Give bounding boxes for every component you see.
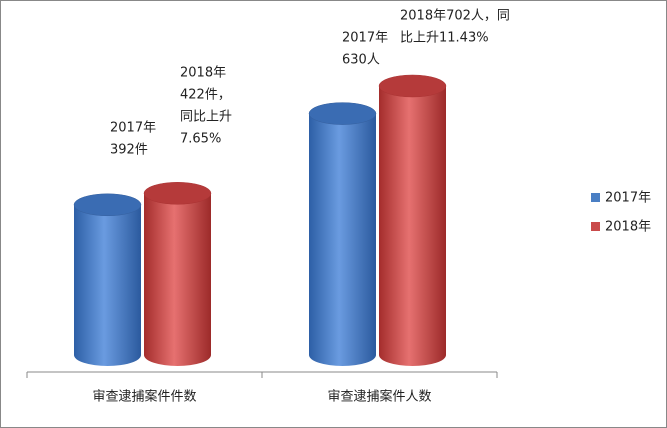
x-tick-label: 审查逮捕案件人数 (327, 389, 431, 405)
data-label: 2017年 (342, 31, 388, 46)
data-label: 422件， (180, 88, 231, 103)
data-label: 2018年702人，同 (400, 9, 510, 24)
cylinder-top (308, 102, 377, 125)
x-tick-label: 审查逮捕案件件数 (92, 389, 196, 405)
legend-swatch (591, 193, 600, 202)
cylinder-top (73, 193, 142, 217)
cylinder-body (309, 113, 376, 366)
cylinder-body (379, 86, 446, 366)
data-label: 比上升11.43% (400, 31, 489, 46)
cylinder-top (143, 182, 212, 205)
cylinder-top (378, 74, 447, 98)
data-label: 392件 (110, 143, 148, 158)
data-label: 630人 (342, 53, 380, 68)
data-label: 2018年 (180, 66, 226, 81)
cylinder-body (144, 193, 211, 366)
legend-swatch (591, 222, 600, 231)
legend-label: 2017年 (605, 191, 651, 206)
data-label: 同比上升 (180, 110, 232, 125)
data-label: 2017年 (110, 121, 156, 136)
data-label: 7.65% (180, 132, 221, 147)
cylinder-body (74, 204, 141, 366)
legend-label: 2018年 (605, 220, 651, 235)
